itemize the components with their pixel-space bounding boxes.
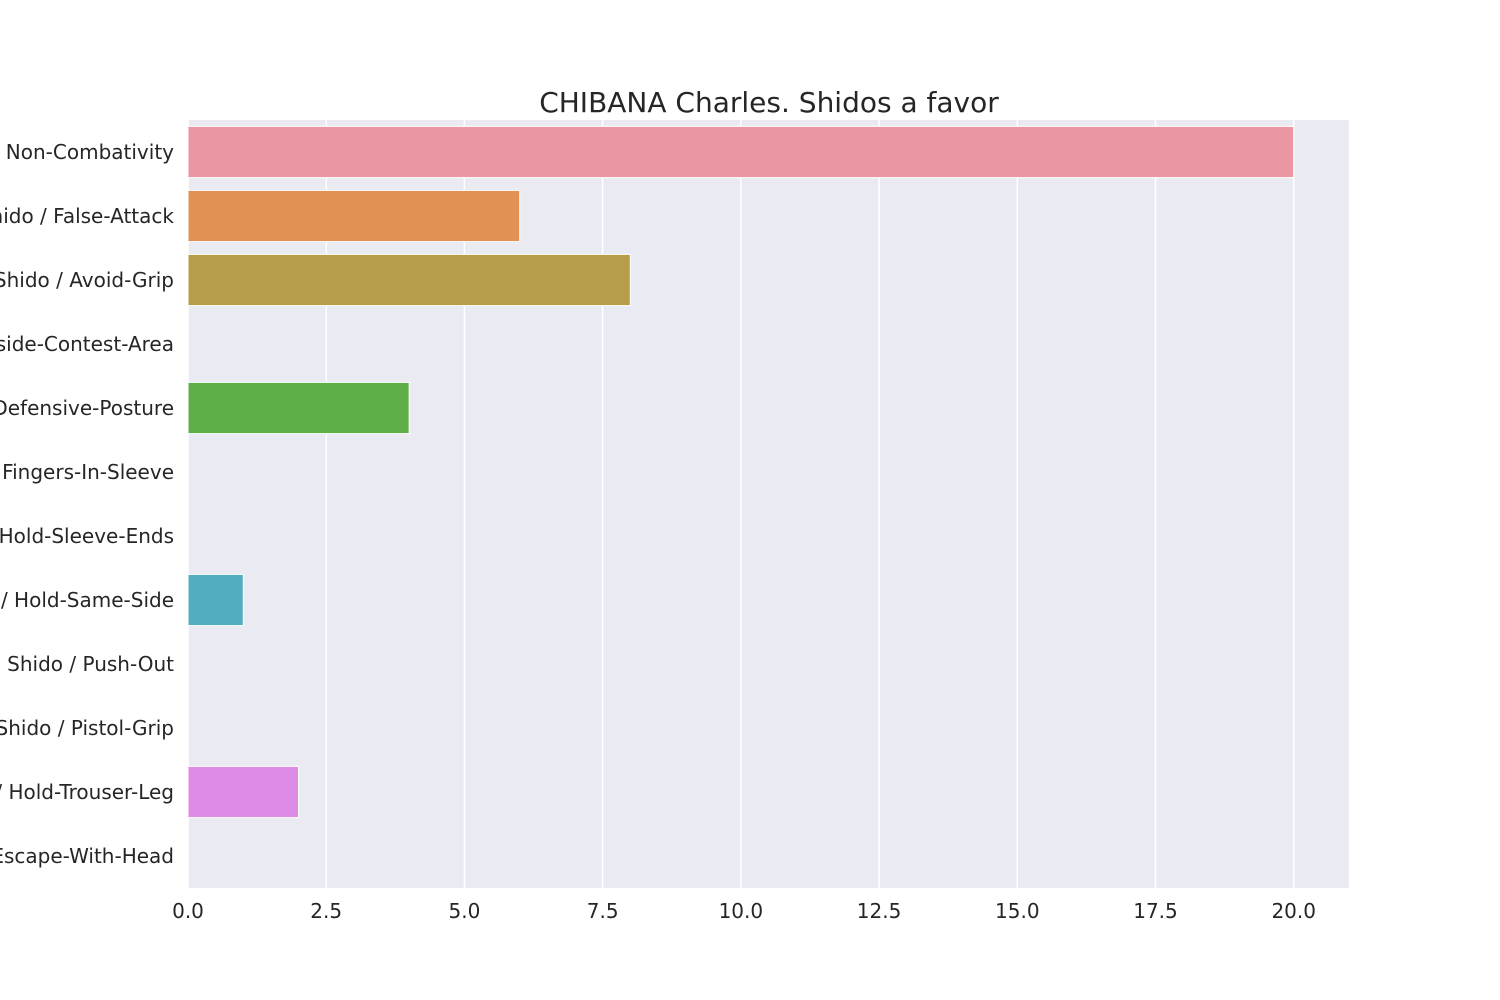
y-tick-label: Shido / Hold-Same-Side bbox=[0, 588, 174, 612]
y-axis: Shido / Non-Combativity Shido / False-Att… bbox=[0, 140, 174, 868]
x-tick-label: 2.5 bbox=[310, 899, 342, 923]
bar bbox=[187, 765, 300, 819]
x-tick-label: 5.0 bbox=[449, 899, 481, 923]
grid-lines bbox=[187, 120, 1295, 888]
bar bbox=[187, 381, 410, 435]
bar bbox=[187, 125, 1295, 179]
y-tick-label: Shido / Hold-Sleeve-Ends bbox=[0, 524, 174, 548]
x-tick-label: 17.5 bbox=[1133, 899, 1178, 923]
bar bbox=[187, 573, 244, 627]
bar bbox=[187, 253, 631, 307]
y-tick-label: Shido / Push-Out bbox=[7, 652, 174, 676]
y-tick-label: Shido / Escape-With-Head bbox=[0, 844, 174, 868]
x-tick-label: 7.5 bbox=[587, 899, 619, 923]
x-axis: 0.0 2.5 5.0 7.5 10.0 12.5 15.0 17.5 20.0 bbox=[172, 899, 1316, 923]
y-tick-label: Shido / Pistol-Grip bbox=[0, 716, 174, 740]
y-tick-label: Shido / Defensive-Posture bbox=[0, 396, 174, 420]
y-tick-label: Shido / False-Attack bbox=[0, 204, 174, 228]
bar bbox=[187, 189, 521, 243]
x-tick-label: 20.0 bbox=[1271, 899, 1316, 923]
y-tick-label: Shido / Avoid-Grip bbox=[0, 268, 174, 292]
y-tick-label: Shido / Non-Combativity bbox=[0, 140, 174, 164]
chart-title: CHIBANA Charles. Shidos a favor bbox=[539, 86, 999, 119]
x-tick-label: 15.0 bbox=[995, 899, 1040, 923]
x-tick-label: 12.5 bbox=[857, 899, 902, 923]
x-tick-label: 0.0 bbox=[172, 899, 204, 923]
x-tick-label: 10.0 bbox=[719, 899, 764, 923]
y-tick-label: Shido / Hold-Trouser-Leg bbox=[0, 780, 174, 804]
y-tick-label: Shido / Fingers-In-Sleeve bbox=[0, 460, 174, 484]
y-tick-label: Shido / Outside-Contest-Area bbox=[0, 332, 174, 356]
bars bbox=[187, 125, 1295, 819]
